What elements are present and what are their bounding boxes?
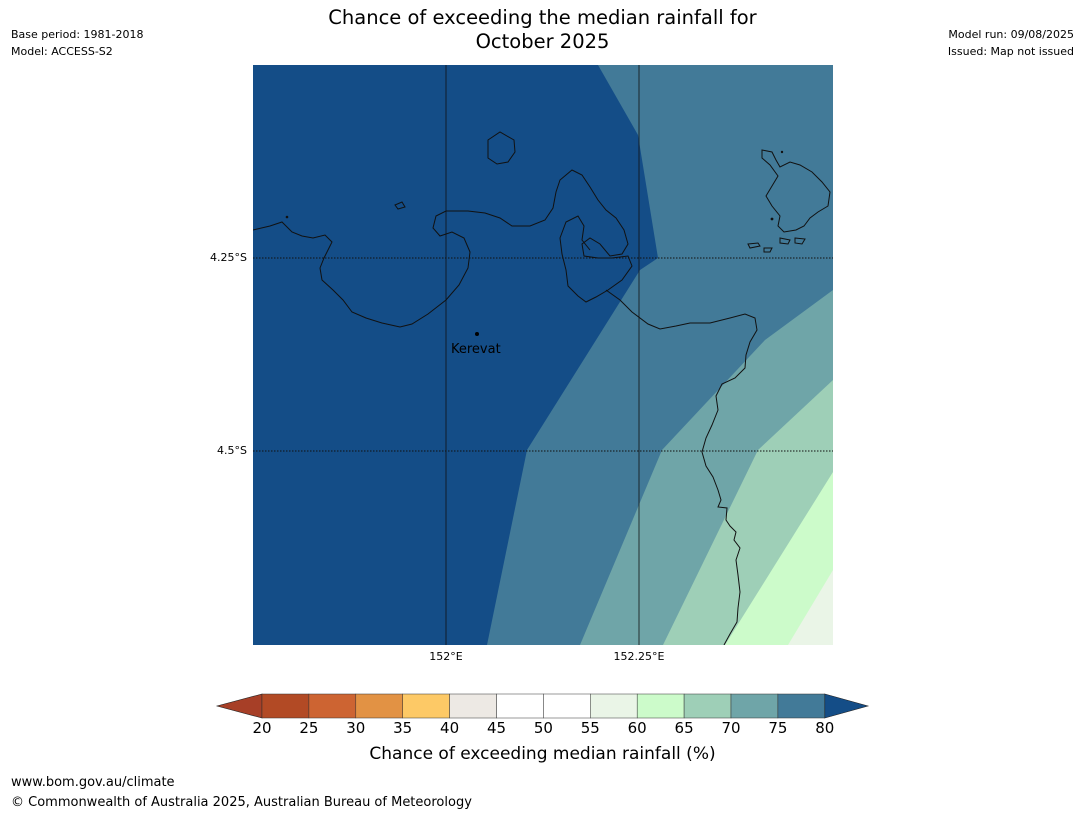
islet bbox=[780, 150, 784, 154]
colorbar-segment bbox=[636, 693, 685, 719]
colorbar-segment bbox=[543, 693, 591, 719]
lon-label: 152.25°E bbox=[613, 650, 665, 663]
colorbar-tick-label: 35 bbox=[393, 719, 413, 737]
footer-url: www.bom.gov.au/climate bbox=[11, 775, 175, 790]
colorbar bbox=[215, 693, 870, 719]
colorbar-tick-label: 55 bbox=[580, 719, 600, 737]
town-label-kerevat: Kerevat bbox=[451, 342, 501, 357]
colorbar-segment bbox=[590, 693, 638, 719]
colorbar-tick-label: 25 bbox=[299, 719, 319, 737]
colorbar-tick-label: 30 bbox=[346, 719, 366, 737]
lat-label: 4.5°S bbox=[217, 444, 247, 457]
lon-label: 152°E bbox=[429, 650, 463, 663]
map-title-line1: Chance of exceeding the median rainfall … bbox=[328, 6, 757, 29]
colorbar-segment bbox=[402, 693, 450, 719]
colorbar-segment bbox=[496, 693, 544, 719]
issued-status: Issued: Map not issued bbox=[947, 45, 1074, 58]
colorbar-tick-label: 60 bbox=[627, 719, 647, 737]
colorbar-tick-label: 80 bbox=[815, 719, 835, 737]
colorbar-tick-label: 75 bbox=[768, 719, 788, 737]
coastline bbox=[253, 131, 831, 645]
colorbar-tick-label: 65 bbox=[674, 719, 694, 737]
colorbar-label: Chance of exceeding median rainfall (%) bbox=[369, 744, 716, 764]
metadata-left: Base period: 1981-2018 Model: ACCESS-S2 bbox=[11, 26, 143, 60]
footer-copyright: © Commonwealth of Australia 2025, Austra… bbox=[11, 795, 472, 810]
colorbar-segment bbox=[449, 693, 497, 719]
band-50-55 bbox=[788, 570, 833, 645]
band-55-60 bbox=[725, 472, 833, 645]
colorbar-tick-label: 40 bbox=[440, 719, 460, 737]
model-name: Model: ACCESS-S2 bbox=[11, 45, 113, 58]
colorbar-extend-low bbox=[215, 693, 263, 719]
base-period: Base period: 1981-2018 bbox=[11, 28, 144, 41]
colorbar-tick-label: 70 bbox=[721, 719, 741, 737]
islet bbox=[770, 217, 774, 221]
colorbar-segment bbox=[683, 693, 732, 719]
colorbar-segment bbox=[730, 693, 779, 719]
colorbar-tick-label: 45 bbox=[486, 719, 507, 737]
colorbar-tick-label: 50 bbox=[533, 719, 553, 737]
colorbar-extend-high bbox=[824, 693, 870, 719]
lat-label: 4.25°S bbox=[210, 251, 247, 264]
colorbar-segment bbox=[261, 693, 310, 719]
colorbar-segment bbox=[355, 693, 403, 719]
model-run: Model run: 09/08/2025 bbox=[948, 28, 1074, 41]
colorbar-segment bbox=[308, 693, 357, 719]
colorbar-segment bbox=[777, 693, 826, 719]
colorbar-tick-label: 20 bbox=[252, 719, 272, 737]
map-title: Chance of exceeding the median rainfall … bbox=[0, 6, 1085, 54]
town-marker bbox=[475, 332, 479, 336]
map-title-line2: October 2025 bbox=[475, 30, 610, 53]
islet bbox=[285, 215, 289, 219]
map-panel bbox=[253, 65, 833, 645]
metadata-right: Model run: 09/08/2025 Issued: Map not is… bbox=[948, 26, 1074, 60]
